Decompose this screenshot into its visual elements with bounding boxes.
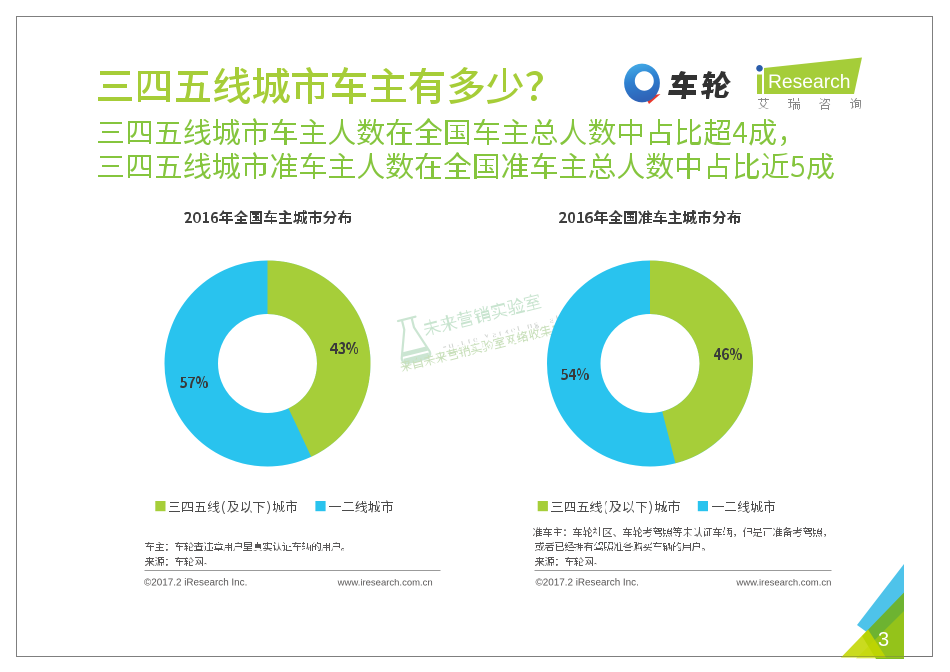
svg-text:www.iresearch.com.cn: www.iresearch.com.cn [337,577,433,588]
svg-text:3: 3 [878,629,889,651]
svg-text:©2017.2 iResearch Inc.: ©2017.2 iResearch Inc. [144,577,247,588]
svg-text:©2017.2 iResearch Inc.: ©2017.2 iResearch Inc. [536,577,639,588]
svg-text:www.iresearch.com.cn: www.iresearch.com.cn [735,577,831,588]
svg-text:Research: Research [768,72,851,93]
